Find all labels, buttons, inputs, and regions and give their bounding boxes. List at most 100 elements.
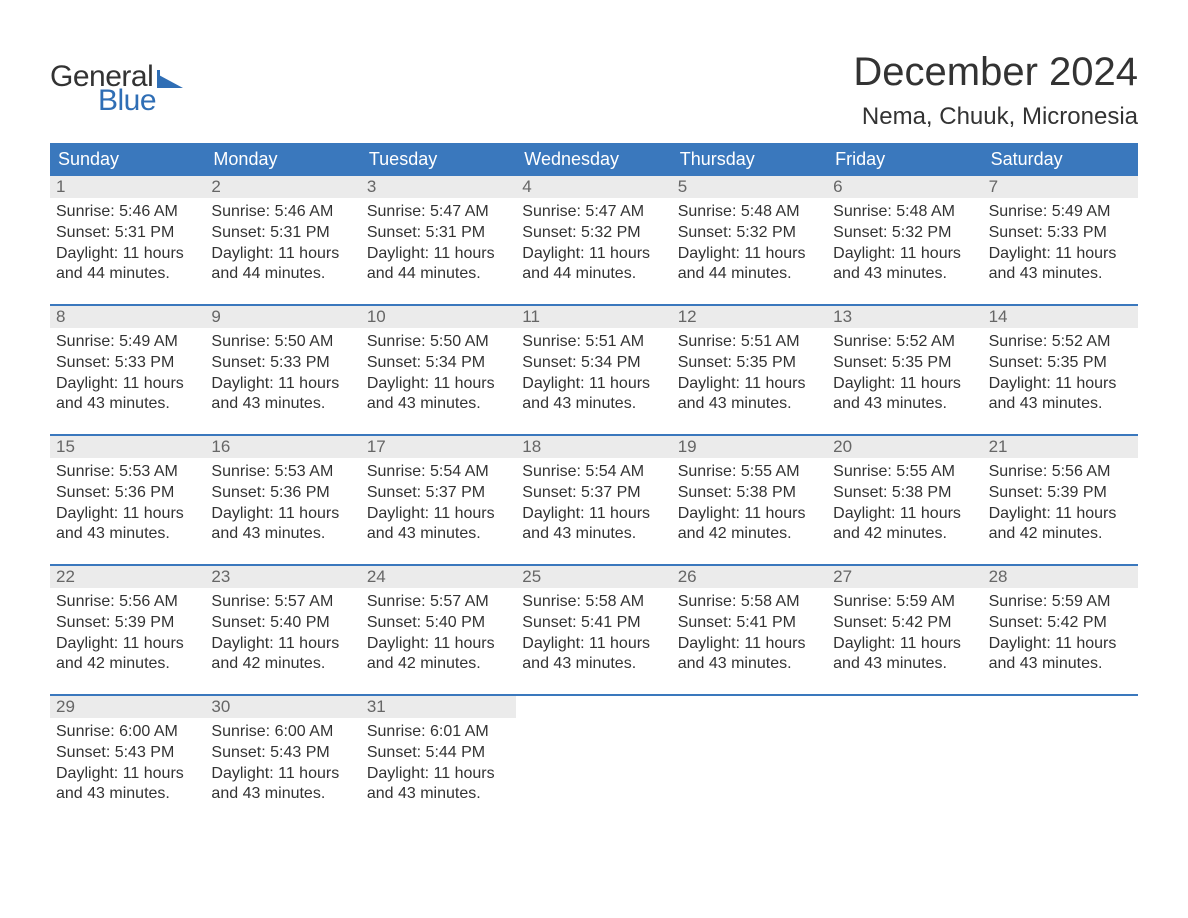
daylight-line-1: Daylight: 11 hours <box>522 634 665 655</box>
sunset-line: Sunset: 5:42 PM <box>833 613 976 634</box>
day-number: 7 <box>983 176 1138 198</box>
day-body: Sunrise: 5:50 AMSunset: 5:33 PMDaylight:… <box>205 328 360 419</box>
sunrise-line: Sunrise: 5:52 AM <box>989 332 1132 353</box>
day-number: 28 <box>983 566 1138 588</box>
day-cell: 20Sunrise: 5:55 AMSunset: 5:38 PMDayligh… <box>827 436 982 564</box>
sunset-line: Sunset: 5:41 PM <box>522 613 665 634</box>
day-number: 6 <box>827 176 982 198</box>
daylight-line-2: and 43 minutes. <box>989 394 1132 415</box>
day-number: 16 <box>205 436 360 458</box>
sunset-line: Sunset: 5:33 PM <box>989 223 1132 244</box>
weekday-header-row: SundayMondayTuesdayWednesdayThursdayFrid… <box>50 143 1138 176</box>
day-cell: 25Sunrise: 5:58 AMSunset: 5:41 PMDayligh… <box>516 566 671 694</box>
weekday-label: Sunday <box>50 143 205 176</box>
page-header: General Blue December 2024 Nema, Chuuk, … <box>50 50 1138 131</box>
day-number: 12 <box>672 306 827 328</box>
daylight-line-1: Daylight: 11 hours <box>833 244 976 265</box>
daylight-line-2: and 44 minutes. <box>678 264 821 285</box>
sunrise-line: Sunrise: 5:49 AM <box>989 202 1132 223</box>
week-row: 22Sunrise: 5:56 AMSunset: 5:39 PMDayligh… <box>50 564 1138 694</box>
sunrise-line: Sunrise: 5:47 AM <box>367 202 510 223</box>
sunset-line: Sunset: 5:42 PM <box>989 613 1132 634</box>
daylight-line-1: Daylight: 11 hours <box>211 764 354 785</box>
day-body: Sunrise: 5:49 AMSunset: 5:33 PMDaylight:… <box>50 328 205 419</box>
sunrise-line: Sunrise: 5:54 AM <box>367 462 510 483</box>
daylight-line-2: and 42 minutes. <box>367 654 510 675</box>
day-body: Sunrise: 6:00 AMSunset: 5:43 PMDaylight:… <box>50 718 205 809</box>
day-body: Sunrise: 5:54 AMSunset: 5:37 PMDaylight:… <box>516 458 671 549</box>
day-body: Sunrise: 5:49 AMSunset: 5:33 PMDaylight:… <box>983 198 1138 289</box>
sunrise-line: Sunrise: 5:56 AM <box>56 592 199 613</box>
weekday-label: Wednesday <box>516 143 671 176</box>
sunrise-line: Sunrise: 5:55 AM <box>833 462 976 483</box>
daylight-line-1: Daylight: 11 hours <box>211 374 354 395</box>
daylight-line-2: and 43 minutes. <box>989 264 1132 285</box>
daylight-line-1: Daylight: 11 hours <box>367 244 510 265</box>
day-body: Sunrise: 5:48 AMSunset: 5:32 PMDaylight:… <box>672 198 827 289</box>
daylight-line-2: and 43 minutes. <box>989 654 1132 675</box>
daylight-line-1: Daylight: 11 hours <box>833 374 976 395</box>
day-body: Sunrise: 5:56 AMSunset: 5:39 PMDaylight:… <box>50 588 205 679</box>
day-body: Sunrise: 5:47 AMSunset: 5:31 PMDaylight:… <box>361 198 516 289</box>
day-number: 20 <box>827 436 982 458</box>
sunset-line: Sunset: 5:36 PM <box>56 483 199 504</box>
daylight-line-2: and 43 minutes. <box>56 524 199 545</box>
sunrise-line: Sunrise: 6:01 AM <box>367 722 510 743</box>
sunset-line: Sunset: 5:39 PM <box>56 613 199 634</box>
sunrise-line: Sunrise: 5:58 AM <box>678 592 821 613</box>
day-cell: 27Sunrise: 5:59 AMSunset: 5:42 PMDayligh… <box>827 566 982 694</box>
week-row: 1Sunrise: 5:46 AMSunset: 5:31 PMDaylight… <box>50 176 1138 304</box>
sunset-line: Sunset: 5:40 PM <box>367 613 510 634</box>
day-number: 15 <box>50 436 205 458</box>
daylight-line-2: and 43 minutes. <box>522 394 665 415</box>
day-cell: 16Sunrise: 5:53 AMSunset: 5:36 PMDayligh… <box>205 436 360 564</box>
weekday-label: Monday <box>205 143 360 176</box>
day-cell: 24Sunrise: 5:57 AMSunset: 5:40 PMDayligh… <box>361 566 516 694</box>
sunrise-line: Sunrise: 5:57 AM <box>367 592 510 613</box>
week-row: 15Sunrise: 5:53 AMSunset: 5:36 PMDayligh… <box>50 434 1138 564</box>
daylight-line-1: Daylight: 11 hours <box>678 244 821 265</box>
daylight-line-1: Daylight: 11 hours <box>367 634 510 655</box>
sunset-line: Sunset: 5:34 PM <box>367 353 510 374</box>
day-cell: 5Sunrise: 5:48 AMSunset: 5:32 PMDaylight… <box>672 176 827 304</box>
sunset-line: Sunset: 5:33 PM <box>56 353 199 374</box>
daylight-line-2: and 43 minutes. <box>833 394 976 415</box>
day-body: Sunrise: 5:46 AMSunset: 5:31 PMDaylight:… <box>205 198 360 289</box>
sunrise-line: Sunrise: 5:56 AM <box>989 462 1132 483</box>
sunrise-line: Sunrise: 6:00 AM <box>56 722 199 743</box>
day-cell: 7Sunrise: 5:49 AMSunset: 5:33 PMDaylight… <box>983 176 1138 304</box>
daylight-line-2: and 44 minutes. <box>56 264 199 285</box>
calendar-grid: SundayMondayTuesdayWednesdayThursdayFrid… <box>50 143 1138 824</box>
daylight-line-2: and 42 minutes. <box>56 654 199 675</box>
day-cell: 2Sunrise: 5:46 AMSunset: 5:31 PMDaylight… <box>205 176 360 304</box>
day-number: 3 <box>361 176 516 198</box>
day-cell: 13Sunrise: 5:52 AMSunset: 5:35 PMDayligh… <box>827 306 982 434</box>
sunrise-line: Sunrise: 5:53 AM <box>211 462 354 483</box>
sunrise-line: Sunrise: 5:58 AM <box>522 592 665 613</box>
sunrise-line: Sunrise: 5:59 AM <box>833 592 976 613</box>
daylight-line-2: and 43 minutes. <box>211 394 354 415</box>
daylight-line-1: Daylight: 11 hours <box>989 244 1132 265</box>
daylight-line-2: and 42 minutes. <box>989 524 1132 545</box>
sunrise-line: Sunrise: 5:57 AM <box>211 592 354 613</box>
sunset-line: Sunset: 5:32 PM <box>522 223 665 244</box>
daylight-line-2: and 43 minutes. <box>833 264 976 285</box>
day-number: 8 <box>50 306 205 328</box>
day-cell: 14Sunrise: 5:52 AMSunset: 5:35 PMDayligh… <box>983 306 1138 434</box>
day-body: Sunrise: 5:57 AMSunset: 5:40 PMDaylight:… <box>361 588 516 679</box>
day-cell: 3Sunrise: 5:47 AMSunset: 5:31 PMDaylight… <box>361 176 516 304</box>
day-cell: 17Sunrise: 5:54 AMSunset: 5:37 PMDayligh… <box>361 436 516 564</box>
sunrise-line: Sunrise: 5:48 AM <box>833 202 976 223</box>
sunset-line: Sunset: 5:35 PM <box>989 353 1132 374</box>
day-body: Sunrise: 5:54 AMSunset: 5:37 PMDaylight:… <box>361 458 516 549</box>
sunset-line: Sunset: 5:37 PM <box>522 483 665 504</box>
daylight-line-1: Daylight: 11 hours <box>56 504 199 525</box>
day-number: 21 <box>983 436 1138 458</box>
day-cell: 1Sunrise: 5:46 AMSunset: 5:31 PMDaylight… <box>50 176 205 304</box>
daylight-line-2: and 43 minutes. <box>367 784 510 805</box>
day-cell <box>983 696 1138 824</box>
sunrise-line: Sunrise: 5:49 AM <box>56 332 199 353</box>
day-cell: 23Sunrise: 5:57 AMSunset: 5:40 PMDayligh… <box>205 566 360 694</box>
daylight-line-1: Daylight: 11 hours <box>211 634 354 655</box>
daylight-line-1: Daylight: 11 hours <box>211 504 354 525</box>
